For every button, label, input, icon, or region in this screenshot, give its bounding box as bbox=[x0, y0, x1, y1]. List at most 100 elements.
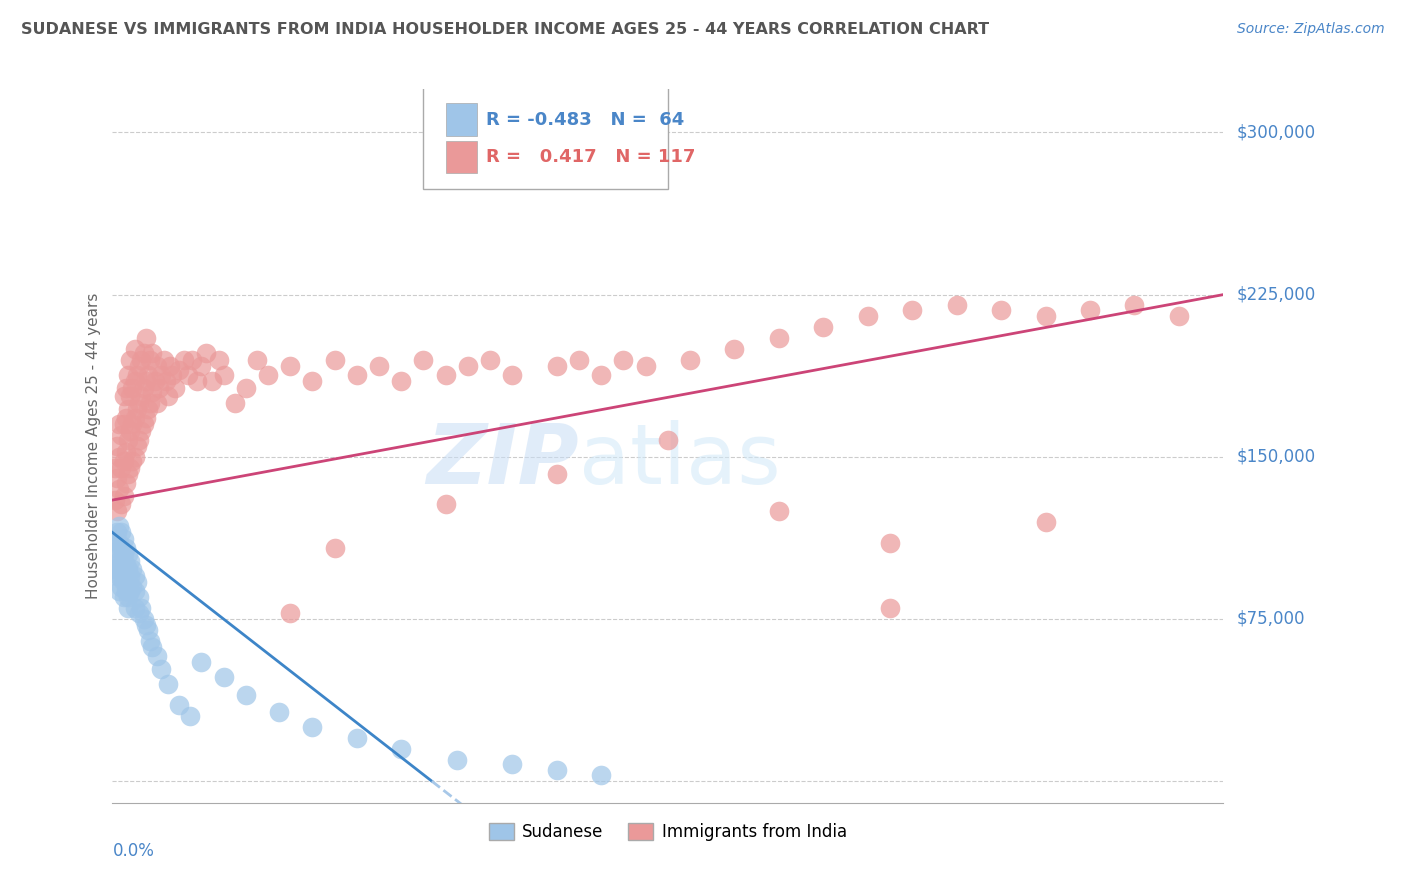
Point bbox=[110, 541, 132, 555]
Text: SUDANESE VS IMMIGRANTS FROM INDIA HOUSEHOLDER INCOME AGES 25 - 44 YEARS CORRELAT: SUDANESE VS IMMIGRANTS FROM INDIA HOUSEH… bbox=[21, 22, 990, 37]
Point bbox=[139, 633, 162, 648]
Point bbox=[434, 497, 457, 511]
Point bbox=[591, 368, 613, 382]
Point bbox=[120, 352, 142, 367]
Point bbox=[112, 591, 135, 605]
Point bbox=[128, 433, 150, 447]
Point bbox=[132, 346, 155, 360]
Point bbox=[121, 580, 143, 594]
Point bbox=[194, 346, 217, 360]
Point bbox=[879, 601, 901, 615]
Point bbox=[120, 553, 142, 567]
Point bbox=[120, 424, 142, 438]
Point bbox=[768, 504, 790, 518]
Point bbox=[657, 433, 679, 447]
Point bbox=[201, 374, 224, 388]
Point bbox=[141, 346, 163, 360]
Point bbox=[148, 381, 170, 395]
Point bbox=[389, 374, 412, 388]
Point bbox=[131, 601, 153, 615]
Point bbox=[104, 547, 127, 561]
Point bbox=[121, 381, 143, 395]
Point bbox=[117, 368, 139, 382]
Point bbox=[124, 342, 146, 356]
Point bbox=[117, 591, 139, 605]
Point bbox=[139, 396, 162, 410]
Point bbox=[212, 368, 235, 382]
Point bbox=[457, 359, 479, 373]
Point bbox=[146, 648, 169, 663]
Point bbox=[128, 359, 150, 373]
Point bbox=[346, 731, 368, 745]
Point bbox=[723, 342, 745, 356]
Point bbox=[124, 601, 146, 615]
Point bbox=[124, 568, 146, 582]
Point bbox=[136, 623, 159, 637]
Point bbox=[112, 454, 135, 468]
Point bbox=[108, 417, 131, 432]
Point bbox=[135, 618, 157, 632]
Point bbox=[546, 467, 568, 482]
Point bbox=[301, 374, 323, 388]
Point bbox=[117, 433, 139, 447]
Legend: Sudanese, Immigrants from India: Sudanese, Immigrants from India bbox=[482, 816, 853, 848]
Text: $300,000: $300,000 bbox=[1237, 123, 1316, 142]
Point bbox=[125, 439, 148, 453]
Point bbox=[104, 460, 127, 475]
Point bbox=[114, 568, 136, 582]
Point bbox=[117, 575, 139, 590]
Point bbox=[1078, 302, 1101, 317]
Point bbox=[105, 541, 128, 555]
Point bbox=[136, 368, 159, 382]
Point bbox=[117, 402, 139, 417]
Point bbox=[128, 396, 150, 410]
Bar bbox=[446, 141, 477, 173]
Point bbox=[152, 352, 174, 367]
Point bbox=[114, 410, 136, 425]
Point bbox=[110, 497, 132, 511]
Point bbox=[112, 532, 135, 546]
Point bbox=[139, 352, 162, 367]
Point bbox=[235, 381, 257, 395]
Point bbox=[159, 359, 181, 373]
Point bbox=[110, 428, 132, 442]
Point bbox=[190, 359, 212, 373]
Point bbox=[108, 583, 131, 598]
Point bbox=[879, 536, 901, 550]
Point bbox=[278, 606, 301, 620]
Point bbox=[501, 368, 523, 382]
Point bbox=[125, 368, 148, 382]
Point bbox=[1167, 310, 1189, 324]
Point bbox=[132, 612, 155, 626]
Point bbox=[479, 352, 502, 367]
Point bbox=[177, 368, 200, 382]
Point bbox=[121, 454, 143, 468]
Y-axis label: Householder Income Ages 25 - 44 years: Householder Income Ages 25 - 44 years bbox=[86, 293, 101, 599]
Point bbox=[179, 709, 201, 723]
Point bbox=[108, 519, 131, 533]
Point bbox=[546, 359, 568, 373]
Point bbox=[446, 753, 468, 767]
Point bbox=[114, 558, 136, 572]
Point bbox=[768, 331, 790, 345]
Point bbox=[141, 384, 163, 399]
Point bbox=[246, 352, 269, 367]
Point bbox=[112, 389, 135, 403]
Point bbox=[146, 359, 169, 373]
Point bbox=[117, 547, 139, 561]
Point bbox=[128, 591, 150, 605]
Point bbox=[546, 764, 568, 778]
Point bbox=[591, 767, 613, 781]
Point bbox=[108, 568, 131, 582]
Point bbox=[267, 705, 291, 719]
Point bbox=[108, 536, 131, 550]
Point bbox=[110, 580, 132, 594]
Point bbox=[114, 445, 136, 459]
Point bbox=[568, 352, 591, 367]
Point bbox=[212, 670, 235, 684]
Text: ZIP: ZIP bbox=[426, 420, 579, 500]
Point bbox=[117, 601, 139, 615]
Text: R = -0.483   N =  64: R = -0.483 N = 64 bbox=[485, 111, 683, 128]
Point bbox=[112, 575, 135, 590]
Text: $150,000: $150,000 bbox=[1237, 448, 1316, 466]
